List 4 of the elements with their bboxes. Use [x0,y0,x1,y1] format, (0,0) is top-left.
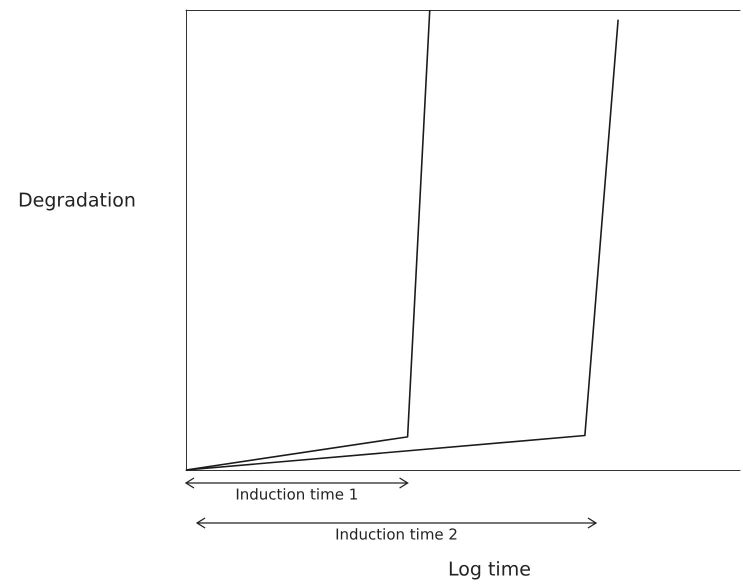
text: Induction time 1 [235,486,358,504]
x-axis-title: Log time [448,558,531,580]
y-axis-title: Degradation [18,190,136,212]
text: Induction time 2 [335,526,458,544]
